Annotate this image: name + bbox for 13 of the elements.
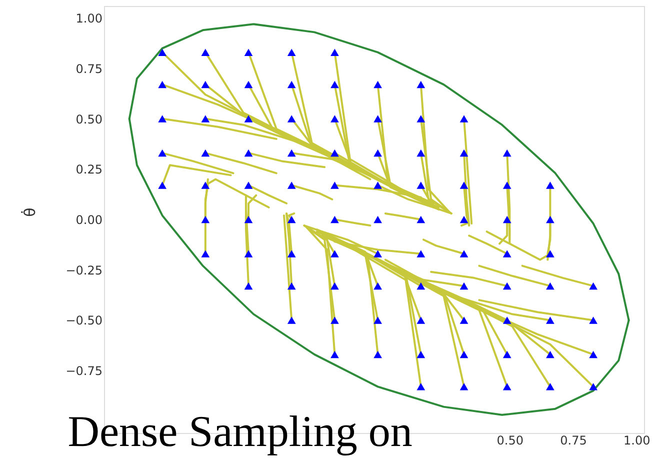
y-tick-label: −0.75 xyxy=(66,364,102,378)
y-tick-label: 0.25 xyxy=(76,162,102,177)
x-tick-label: 0.75 xyxy=(560,434,587,448)
x-tick-label: 1.00 xyxy=(624,434,650,448)
y-tick-label: −0.50 xyxy=(66,314,102,328)
y-tick-label: 0.00 xyxy=(76,213,102,227)
y-tick-label: 0.50 xyxy=(76,112,102,126)
y-tick-label: 1.00 xyxy=(76,12,102,26)
x-tick-label: 0.50 xyxy=(496,434,524,448)
y-axis-title: θ̇ xyxy=(20,208,39,217)
annotation: Dense Sampling on xyxy=(68,407,412,456)
y-tick-label: −0.25 xyxy=(66,263,102,278)
y-tick-label: 0.75 xyxy=(76,62,102,76)
